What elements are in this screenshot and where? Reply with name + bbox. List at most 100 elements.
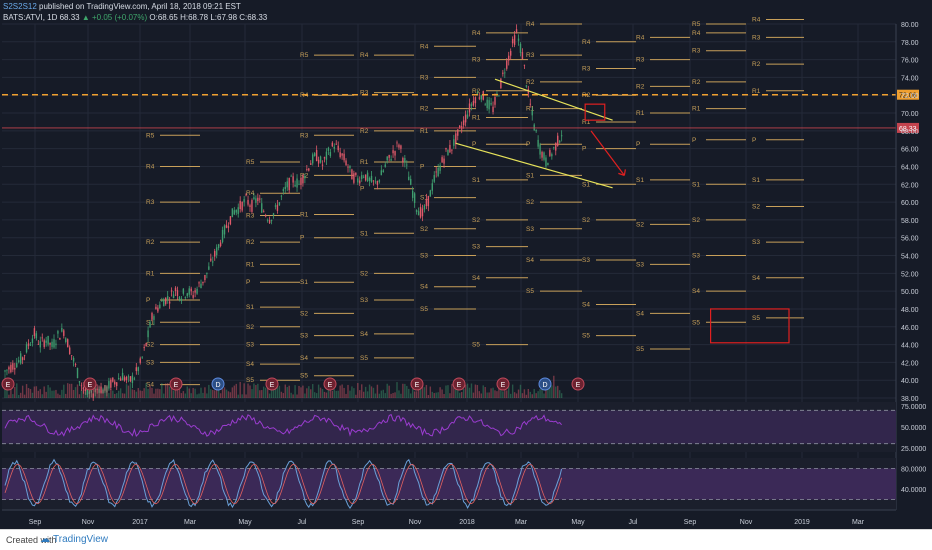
candle-body bbox=[210, 258, 212, 261]
candle-body bbox=[478, 97, 481, 99]
pivot-label: R4 bbox=[582, 39, 591, 46]
volume-bar bbox=[466, 383, 469, 398]
pivot-label: R2 bbox=[146, 239, 155, 246]
volume-bar bbox=[539, 389, 541, 398]
volume-bar bbox=[214, 390, 216, 398]
candle-body bbox=[4, 370, 6, 372]
candle-body bbox=[490, 103, 492, 105]
volume-bar bbox=[237, 394, 239, 398]
candle-body bbox=[545, 157, 547, 167]
volume-bar bbox=[200, 387, 202, 398]
candle-body bbox=[208, 266, 210, 270]
volume-bar bbox=[329, 383, 332, 398]
volume-bar bbox=[315, 393, 318, 398]
candle-body bbox=[310, 163, 312, 165]
volume-bar bbox=[359, 390, 361, 398]
candle-body bbox=[163, 300, 165, 307]
volume-bar bbox=[49, 387, 51, 398]
volume-bar bbox=[172, 390, 175, 398]
candle-body bbox=[402, 157, 404, 163]
pivot-label: P bbox=[582, 146, 586, 153]
candle-body bbox=[410, 178, 412, 185]
volume-bar bbox=[525, 394, 528, 398]
volume-bar bbox=[362, 391, 365, 398]
pivot-label: S4 bbox=[300, 355, 308, 362]
candle-body bbox=[123, 377, 126, 381]
candle-body bbox=[508, 55, 510, 61]
candle-body bbox=[229, 216, 232, 225]
volume-bar bbox=[506, 390, 508, 398]
volume-bar bbox=[63, 384, 65, 398]
pivot-label: R1 bbox=[636, 110, 645, 117]
volume-bar bbox=[384, 393, 386, 398]
pivot-label: R1 bbox=[300, 212, 309, 219]
candle-body bbox=[182, 288, 185, 294]
volume-bar bbox=[123, 393, 126, 398]
event-marker-label: E bbox=[576, 382, 581, 389]
candle-body bbox=[312, 154, 314, 164]
price-chart[interactable]: R5 R4 R3 R2 R1 P S1 S2 S3 S4 R5 R4 R3 R2 R1 P S1 S2 S3 S4 S5… bbox=[0, 0, 932, 529]
candle-body bbox=[313, 153, 316, 156]
candle-body bbox=[335, 143, 337, 145]
candle-body bbox=[404, 158, 406, 163]
price-tick-label: 60.00 bbox=[901, 200, 919, 207]
candle-body bbox=[104, 385, 106, 391]
candle-body bbox=[165, 297, 167, 305]
candle-body bbox=[543, 152, 545, 160]
candle-body bbox=[306, 169, 308, 170]
candle-body bbox=[435, 171, 437, 173]
candle-body bbox=[484, 104, 486, 106]
volume-bar bbox=[90, 391, 92, 398]
volume-bar bbox=[6, 384, 8, 398]
candle-body bbox=[280, 195, 283, 197]
pivot-label: P bbox=[146, 297, 150, 304]
pivot-label: R2 bbox=[420, 106, 429, 113]
candle-body bbox=[116, 382, 118, 387]
volume-bar bbox=[219, 393, 222, 398]
candle-body bbox=[386, 156, 388, 161]
candle-body bbox=[27, 343, 30, 346]
arrow-head-icon bbox=[618, 169, 626, 176]
volume-bar bbox=[410, 393, 412, 398]
volume-bar bbox=[537, 391, 539, 398]
candle-body bbox=[110, 379, 112, 388]
volume-bar bbox=[188, 388, 190, 398]
volume-bar bbox=[312, 384, 314, 398]
tradingview-brand[interactable]: TradingView bbox=[53, 534, 109, 545]
pivot-label: S3 bbox=[636, 261, 644, 268]
candle-body bbox=[343, 153, 345, 161]
volume-bar bbox=[482, 385, 484, 398]
volume-bar bbox=[494, 390, 496, 398]
candle-body bbox=[347, 166, 349, 168]
candle-body bbox=[225, 224, 228, 228]
pivot-label: R2 bbox=[692, 79, 701, 86]
pivot-label: R1 bbox=[420, 128, 429, 135]
volume-bar bbox=[351, 386, 353, 398]
pivot-label: S1 bbox=[420, 195, 428, 202]
pivot-label: S2 bbox=[582, 217, 590, 224]
volume-bar bbox=[190, 393, 192, 398]
volume-bar bbox=[165, 383, 167, 398]
publish-info: published on TradingView.com, April 18, … bbox=[36, 2, 241, 11]
author-link[interactable]: S2S2S12 bbox=[3, 2, 37, 11]
pivot-label: R2 bbox=[300, 172, 309, 179]
candle-body bbox=[337, 145, 339, 151]
candle-body bbox=[264, 215, 267, 217]
candle-body bbox=[198, 282, 200, 284]
volume-bar bbox=[245, 394, 247, 398]
event-marker-label: D bbox=[542, 382, 547, 389]
pivot-label: S4 bbox=[752, 275, 760, 282]
volume-bar bbox=[251, 389, 253, 398]
volume-bar bbox=[380, 390, 383, 398]
volume-bar bbox=[117, 390, 120, 398]
candle-body bbox=[12, 363, 14, 370]
candle-body bbox=[170, 290, 173, 292]
pivot-label: R3 bbox=[582, 66, 591, 73]
volume-bar bbox=[133, 389, 136, 398]
volume-bar bbox=[43, 386, 45, 398]
volume-bar bbox=[429, 386, 432, 398]
volume-bar bbox=[460, 392, 463, 398]
pivot-label: S4 bbox=[692, 288, 700, 295]
volume-bar bbox=[368, 384, 371, 398]
time-tick-label: Sep bbox=[684, 519, 697, 526]
